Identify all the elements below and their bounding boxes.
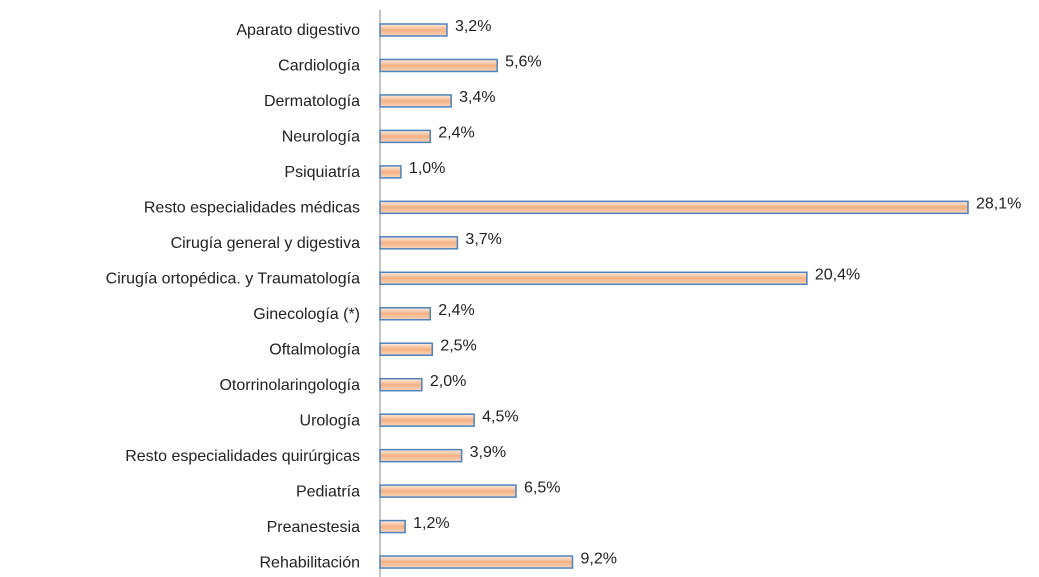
category-label: Preanestesia: [267, 519, 360, 536]
bar: [379, 377, 423, 392]
bar: [379, 271, 808, 286]
value-label: 3,2%: [455, 18, 491, 35]
bar: [379, 200, 969, 215]
bar: [379, 413, 475, 427]
bar: [379, 58, 498, 73]
value-label: 3,9%: [470, 444, 506, 461]
bar: [379, 129, 431, 144]
bar: [379, 342, 434, 356]
value-label: 3,4%: [459, 89, 495, 106]
category-label: Cirugía general y digestiva: [171, 235, 361, 252]
value-label: 2,5%: [440, 337, 476, 354]
category-label: Resto especialidades médicas: [144, 200, 360, 217]
category-label: Cirugía ortopédica. y Traumatología: [106, 271, 360, 288]
category-label: Urología: [300, 412, 361, 429]
category-label: Psiquiatría: [284, 164, 360, 181]
bar: [379, 307, 431, 321]
bar: [379, 519, 406, 534]
bar: [379, 448, 463, 463]
value-label: 2,4%: [438, 125, 474, 142]
category-label: Otorrinolaringología: [219, 377, 360, 394]
bar: [379, 236, 459, 250]
value-label: 4,5%: [482, 408, 518, 425]
value-label: 9,2%: [581, 550, 617, 567]
category-label: Oftalmología: [269, 341, 360, 358]
category-label: Resto especialidades quirúrgicas: [125, 448, 360, 465]
value-label: 2,0%: [430, 373, 466, 390]
value-label: 3,7%: [465, 231, 501, 248]
value-label: 28,1%: [976, 196, 1021, 213]
category-label: Dermatología: [264, 93, 360, 110]
bar: [379, 484, 517, 498]
bar: [379, 165, 402, 179]
bar: [379, 23, 448, 37]
category-label: Pediatría: [296, 483, 360, 500]
value-label: 2,4%: [438, 302, 474, 319]
value-label: 20,4%: [815, 267, 860, 284]
bar: [379, 94, 452, 108]
value-label: 1,0%: [409, 160, 445, 177]
category-label: Rehabilitación: [259, 554, 360, 571]
value-label: 1,2%: [413, 515, 449, 532]
bar: [379, 555, 574, 569]
category-label: Aparato digestivo: [236, 22, 360, 39]
category-label: Cardiología: [278, 58, 360, 75]
value-label: 6,5%: [524, 479, 560, 496]
category-label: Neurología: [282, 129, 360, 146]
category-label: Ginecología (*): [253, 306, 360, 323]
value-label: 5,6%: [505, 54, 541, 71]
